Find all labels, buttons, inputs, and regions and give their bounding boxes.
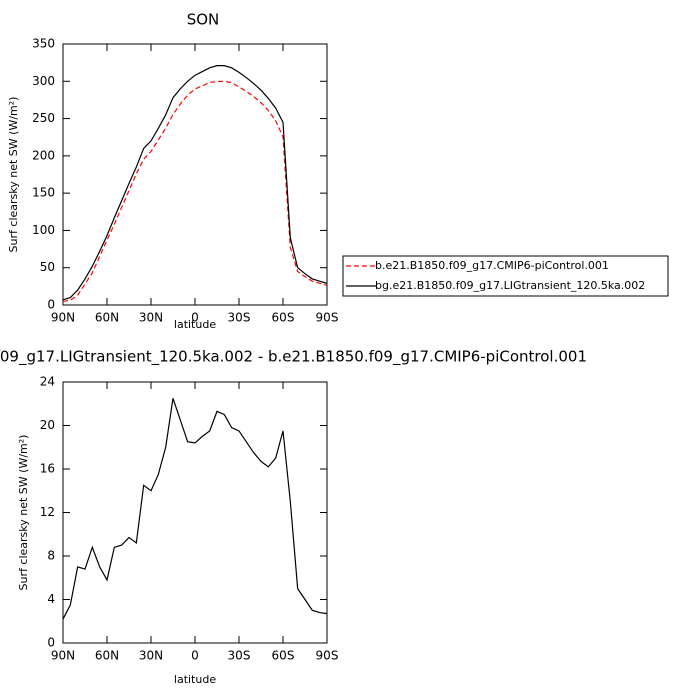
y-tick-label: 250 — [32, 111, 55, 125]
x-tick-label: 30S — [228, 311, 251, 325]
x-tick-label: 0 — [191, 649, 199, 663]
x-tick-label: 90S — [316, 649, 339, 663]
x-tick-label: 90S — [316, 311, 339, 325]
y-tick-label: 350 — [32, 37, 55, 51]
y-tick-label: 16 — [40, 462, 55, 476]
plot-frame — [62, 43, 328, 306]
data-line — [62, 398, 328, 620]
x-tick-label: 30N — [139, 311, 163, 325]
x-tick-label: 60S — [272, 311, 295, 325]
y-tick-label: 24 — [40, 375, 55, 389]
y-axis-label: Surf clearsky net SW (W/m²) — [17, 435, 30, 591]
x-tick-label: 30S — [228, 649, 251, 663]
x-tick-label: 60N — [95, 311, 119, 325]
y-tick-label: 100 — [32, 223, 55, 237]
x-tick-label: 90N — [51, 311, 75, 325]
legend-label: bg.e21.B1850.f09_g17.LIGtransient_120.5k… — [375, 279, 645, 292]
x-axis-label: latitude — [174, 673, 216, 686]
y-tick-label: 20 — [40, 418, 55, 432]
y-tick-label: 200 — [32, 148, 55, 162]
x-tick-label: 0 — [191, 311, 199, 325]
y-tick-label: 0 — [47, 636, 55, 650]
y-tick-label: 4 — [47, 592, 55, 606]
x-tick-label: 90N — [51, 649, 75, 663]
y-axis-label: Surf clearsky net SW (W/m²) — [7, 97, 20, 253]
x-tick-label: 60S — [272, 649, 295, 663]
y-tick-label: 8 — [47, 549, 55, 563]
y-tick-label: 300 — [32, 74, 55, 88]
y-tick-label: 50 — [40, 260, 55, 274]
chart-title: SON — [187, 11, 220, 29]
x-axis-label: latitude — [174, 318, 216, 331]
y-tick-label: 0 — [47, 298, 55, 312]
legend-label: b.e21.B1850.f09_g17.CMIP6-piControl.001 — [375, 259, 609, 272]
data-line — [62, 80, 328, 303]
x-tick-label: 60N — [95, 649, 119, 663]
data-line — [62, 65, 328, 301]
x-tick-label: 30N — [139, 649, 163, 663]
chart-title: bg.e21.B1850.f09_g17.LIGtransient_120.5k… — [0, 348, 587, 367]
y-tick-label: 150 — [32, 186, 55, 200]
plot-frame — [62, 381, 328, 644]
legend-box — [342, 255, 669, 297]
y-tick-label: 12 — [40, 505, 55, 519]
